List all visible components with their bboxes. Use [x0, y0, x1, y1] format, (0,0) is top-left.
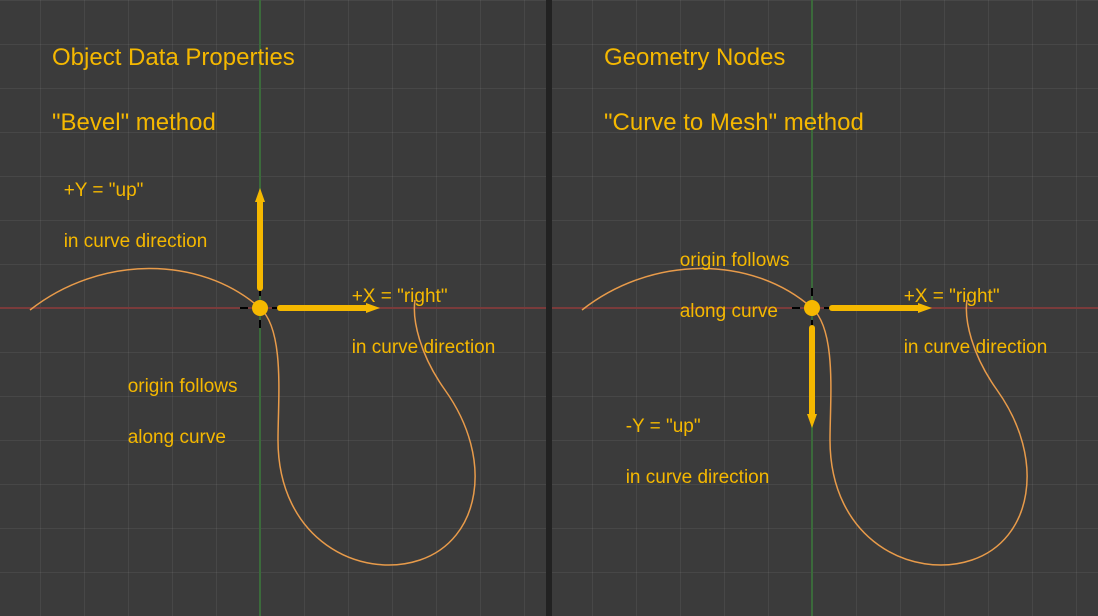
y-axis-label: -Y = "up" in curve direction: [594, 388, 769, 516]
title-line2: "Bevel" method: [52, 109, 216, 136]
panel-curve-to-mesh-method: Geometry Nodes "Curve to Mesh" method -Y…: [552, 0, 1098, 616]
title-line1: Object Data Properties: [52, 44, 295, 71]
origin-point: [252, 300, 268, 316]
origin-label: origin follows along curve: [648, 222, 790, 350]
origin-label: origin follows along curve: [96, 348, 238, 476]
x-axis-label: +X = "right" in curve direction: [320, 258, 495, 386]
x-label-line2: in curve direction: [904, 337, 1048, 358]
y-label-line2: in curve direction: [64, 231, 208, 252]
x-label-line2: in curve direction: [352, 337, 496, 358]
title-line2: "Curve to Mesh" method: [604, 109, 864, 136]
y-axis-label: +Y = "up" in curve direction: [32, 152, 207, 280]
x-label-line1: +X = "right": [904, 286, 1000, 307]
x-axis-label: +X = "right" in curve direction: [872, 258, 1047, 386]
y-label-line1: +Y = "up": [64, 180, 144, 201]
y-label-line1: -Y = "up": [626, 416, 701, 437]
title-line1: Geometry Nodes: [604, 44, 785, 71]
diagram-container: Object Data Properties "Bevel" method +Y…: [0, 0, 1098, 616]
y-label-line2: in curve direction: [626, 467, 770, 488]
origin-label-line2: along curve: [128, 427, 226, 448]
panel-title: Object Data Properties "Bevel" method: [12, 10, 295, 172]
panel-title: Geometry Nodes "Curve to Mesh" method: [564, 10, 864, 172]
origin-label-line1: origin follows: [128, 376, 238, 397]
panel-bevel-method: Object Data Properties "Bevel" method +Y…: [0, 0, 546, 616]
x-label-line1: +X = "right": [352, 286, 448, 307]
origin-point: [804, 300, 820, 316]
origin-label-line1: origin follows: [680, 250, 790, 271]
origin-label-line2: along curve: [680, 301, 778, 322]
